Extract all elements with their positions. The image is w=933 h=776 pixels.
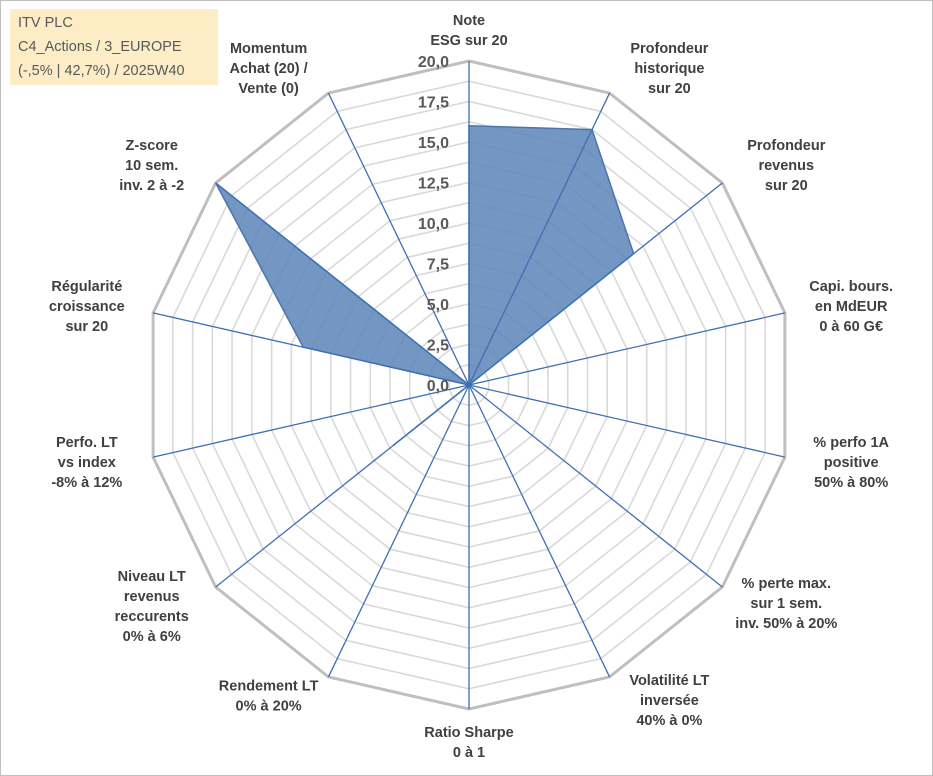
axis-label: Rendement LT 0% à 20% <box>219 679 319 715</box>
axis-label: % perfo 1A positive 50% à 80% <box>813 435 889 491</box>
radial-tick-labels: 0,0 2,5 5,0 7,5 10,0 12,5 15,0 17,5 20,0 <box>418 54 449 395</box>
tick-label: 17,5 <box>418 95 449 112</box>
axis-spoke <box>468 182 723 386</box>
axis-label: % perte max. sur 1 sem. inv. 50% à 20% <box>735 576 837 632</box>
axis-label: Profondeur historique sur 20 <box>630 41 708 97</box>
tick-label: 15,0 <box>418 135 449 152</box>
performance-period-label: (-,5% | 42,7%) / 2025W40 <box>18 63 185 79</box>
axis-spoke <box>152 312 470 386</box>
tick-label: 2,5 <box>427 338 449 355</box>
tick-label: 5,0 <box>427 297 449 314</box>
axis-label: Perfo. LT vs index -8% à 12% <box>51 435 122 491</box>
axis-labels: Note ESG sur 20 Profondeur historique sur 20… <box>49 13 893 761</box>
axis-label: Momentum Achat (20) / Vente (0) <box>230 41 308 97</box>
tick-label: 7,5 <box>427 257 449 274</box>
axis-label: Capi. bours. en MdEUR 0 à 60 G€ <box>809 279 893 335</box>
axis-spoke <box>327 92 470 386</box>
tick-label: 12,5 <box>418 176 449 193</box>
radar-spokes <box>152 61 786 709</box>
axis-spoke <box>468 384 723 588</box>
axis-label: Volatilité LT inversée 40% à 0% <box>629 673 709 729</box>
axis-label: Ratio Sharpe 0 à 1 <box>424 725 513 761</box>
category-label: C4_Actions / 3_EUROPE <box>18 39 182 55</box>
axis-spoke <box>152 384 470 458</box>
axis-label: Z-score 10 sem. inv. 2 à -2 <box>119 138 184 194</box>
tick-label: 0,0 <box>427 378 449 395</box>
tick-label: 10,0 <box>418 216 449 233</box>
axis-label: Note ESG sur 20 <box>430 13 507 49</box>
axis-spoke <box>215 384 470 588</box>
axis-label: Profondeur revenus sur 20 <box>747 138 825 194</box>
tick-label: 20,0 <box>418 54 449 71</box>
axis-spoke <box>215 182 470 386</box>
chart-title-box: ITV PLC C4_Actions / 3_EUROPE (-,5% | 42… <box>10 9 218 85</box>
axis-label: Niveau LT revenus reccurents 0% à 6% <box>115 569 189 645</box>
axis-spoke <box>468 312 786 386</box>
axis-spoke <box>468 384 786 458</box>
axis-spoke <box>327 384 470 678</box>
axis-spoke <box>468 92 611 386</box>
company-name: ITV PLC <box>18 15 73 31</box>
axis-spoke <box>468 384 611 678</box>
axis-label: Régularité croissance sur 20 <box>49 279 125 335</box>
